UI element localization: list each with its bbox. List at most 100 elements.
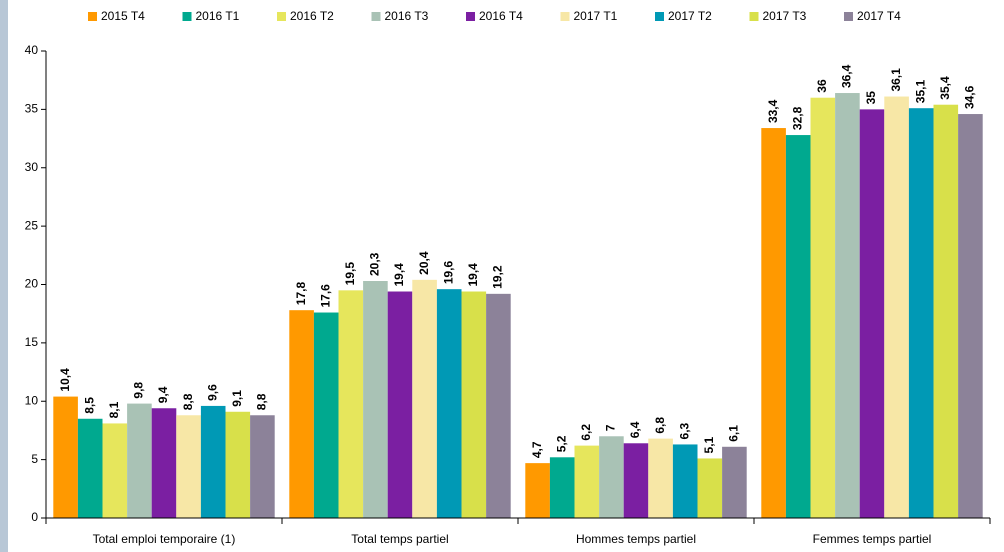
value-label: 10,4 xyxy=(58,368,72,392)
y-tick-label: 20 xyxy=(25,277,39,291)
value-label: 33,4 xyxy=(766,99,780,123)
value-label: 6,2 xyxy=(579,424,593,441)
legend-label: 2017 T3 xyxy=(763,9,807,23)
y-tick-label: 15 xyxy=(25,335,39,349)
value-label: 19,4 xyxy=(392,263,406,287)
value-label: 19,4 xyxy=(466,263,480,287)
legend-label: 2016 T4 xyxy=(479,9,523,23)
bar xyxy=(859,109,885,518)
x-tick-label: Femmes temps partiel xyxy=(813,532,932,546)
value-label: 7 xyxy=(604,424,618,431)
bar xyxy=(102,423,128,518)
value-label: 9,1 xyxy=(230,390,244,407)
bar xyxy=(908,108,934,519)
value-label: 6,8 xyxy=(653,417,667,434)
legend-swatch xyxy=(88,12,97,21)
value-label: 8,1 xyxy=(107,401,121,418)
bar xyxy=(436,289,462,518)
bar xyxy=(810,97,836,518)
legend-label: 2016 T1 xyxy=(196,9,240,23)
bar xyxy=(363,280,388,518)
bar xyxy=(722,446,747,518)
legend-swatch xyxy=(371,12,381,21)
value-label: 36,4 xyxy=(840,64,854,88)
bar xyxy=(176,415,201,518)
value-label: 19,2 xyxy=(491,265,505,289)
bar xyxy=(549,457,575,518)
value-label: 8,5 xyxy=(82,397,96,414)
bar xyxy=(53,396,78,518)
legend-swatch xyxy=(749,12,759,21)
value-label: 6,1 xyxy=(727,425,741,442)
bar xyxy=(785,135,811,518)
bar xyxy=(412,279,437,518)
y-tick-label: 30 xyxy=(25,160,39,174)
legend-label: 2016 T3 xyxy=(385,9,429,23)
value-label: 9,6 xyxy=(205,384,219,401)
bar xyxy=(761,128,786,518)
bar xyxy=(338,290,364,518)
y-tick-label: 25 xyxy=(25,218,39,232)
legend-swatch xyxy=(655,12,664,21)
legend-label: 2017 T2 xyxy=(668,9,712,23)
value-label: 8,8 xyxy=(181,393,195,410)
value-label: 35,4 xyxy=(938,76,952,100)
value-label: 19,6 xyxy=(441,260,455,284)
value-label: 20,3 xyxy=(368,252,382,276)
bar xyxy=(151,408,177,518)
bar xyxy=(933,104,959,518)
value-label: 35 xyxy=(864,91,878,105)
value-label: 9,4 xyxy=(156,386,170,403)
bar xyxy=(200,405,226,518)
legend-swatch xyxy=(466,12,475,21)
value-label: 4,7 xyxy=(530,441,544,458)
y-tick-label: 35 xyxy=(25,102,39,116)
x-tick-label: Total emploi temporaire (1) xyxy=(93,532,236,546)
bar xyxy=(525,463,550,518)
bar xyxy=(672,444,698,518)
bar xyxy=(574,445,600,518)
bar xyxy=(623,443,649,518)
bar xyxy=(958,114,983,519)
value-label: 6,4 xyxy=(628,421,642,438)
value-label: 20,4 xyxy=(417,251,431,275)
legend-swatch xyxy=(560,12,570,21)
legend-label: 2017 T1 xyxy=(574,9,618,23)
value-label: 5,1 xyxy=(702,436,716,453)
bar xyxy=(127,403,152,518)
y-tick-label: 5 xyxy=(31,452,38,466)
bar xyxy=(250,415,275,518)
value-label: 34,6 xyxy=(963,85,977,109)
value-label: 36,1 xyxy=(889,68,903,92)
value-label: 8,8 xyxy=(255,393,269,410)
bar xyxy=(387,291,413,518)
value-label: 5,2 xyxy=(554,435,568,452)
y-tick-label: 40 xyxy=(25,43,39,57)
y-tick-label: 10 xyxy=(25,393,39,407)
bar xyxy=(648,438,673,518)
x-tick-label: Hommes temps partiel xyxy=(576,532,696,546)
value-label: 6,3 xyxy=(677,422,691,439)
legend-label: 2015 T4 xyxy=(101,9,145,23)
value-label: 9,8 xyxy=(132,382,146,399)
legend-swatch xyxy=(182,12,192,21)
value-label: 17,6 xyxy=(318,284,332,308)
bar xyxy=(313,312,339,518)
legend-swatch xyxy=(277,12,286,21)
bar xyxy=(225,411,251,518)
value-label: 17,8 xyxy=(294,282,308,306)
bar xyxy=(884,96,909,518)
value-label: 32,8 xyxy=(790,106,804,130)
x-tick-label: Total temps partiel xyxy=(351,532,448,546)
y-tick-label: 0 xyxy=(31,510,38,524)
legend-swatch xyxy=(844,12,853,21)
bar xyxy=(461,291,487,518)
side-strip xyxy=(0,0,8,552)
bar xyxy=(599,436,624,518)
legend-label: 2017 T4 xyxy=(857,9,901,23)
bar xyxy=(486,293,511,518)
bar xyxy=(697,458,723,518)
value-label: 19,5 xyxy=(343,262,357,286)
legend-label: 2016 T2 xyxy=(290,9,334,23)
value-label: 36 xyxy=(815,79,829,93)
